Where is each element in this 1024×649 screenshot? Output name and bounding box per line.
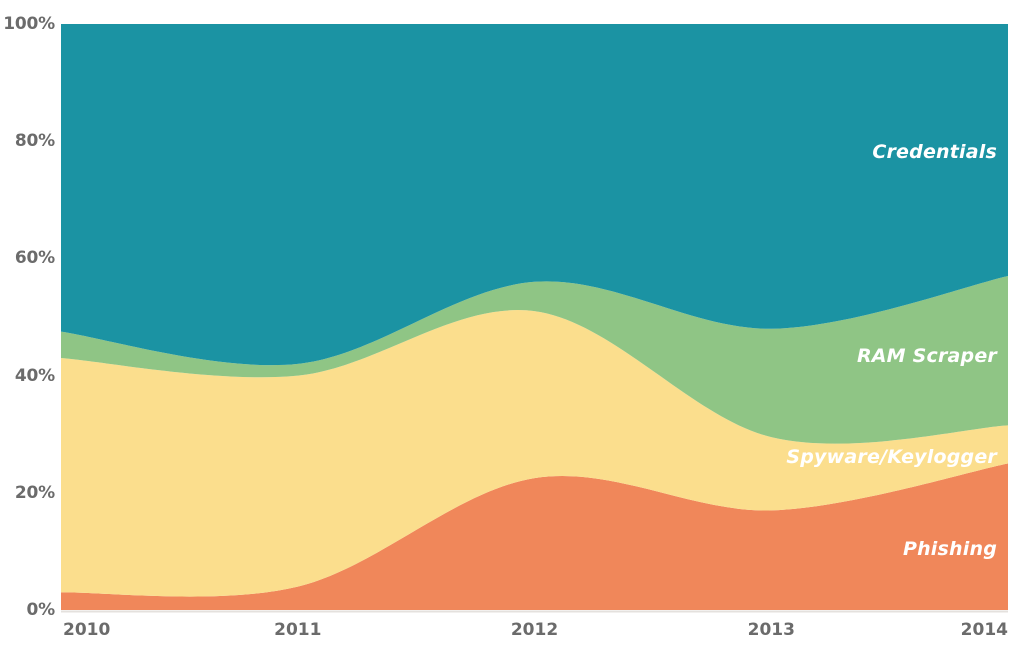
area-phishing — [61, 463, 1008, 610]
y-tick-80: 80% — [14, 131, 55, 152]
area-ram-scraper — [61, 276, 1008, 444]
area-credentials — [61, 24, 1008, 366]
y-tick-100: 100% — [3, 14, 55, 34]
x-tick-2014: 2014 — [960, 620, 1008, 640]
y-tick-0: 0% — [26, 600, 56, 620]
y-tick-60: 60% — [14, 248, 55, 269]
y-tick-40: 40% — [14, 365, 55, 386]
series-label-credentials: Credentials — [872, 141, 997, 163]
series-label-spyware-keylogger: Spyware/Keylogger — [786, 446, 997, 468]
x-tick-2013: 2013 — [747, 620, 795, 640]
x-tick-2012: 2012 — [510, 620, 559, 640]
y-tick-20: 20% — [14, 482, 55, 503]
series-label-ram-scraper: RAM Scraper — [856, 345, 997, 367]
x-tick-2010: 2010 — [63, 620, 111, 640]
area-spyware-keylogger — [61, 310, 1008, 597]
x-tick-2011: 2011 — [274, 620, 322, 640]
series-label-phishing: Phishing — [902, 538, 997, 560]
